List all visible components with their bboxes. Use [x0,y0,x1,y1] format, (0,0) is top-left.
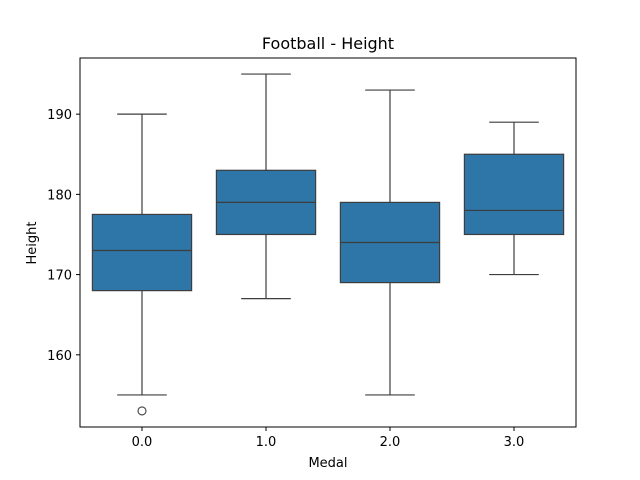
box-iqr [463,153,565,236]
box-2.0 [339,89,441,396]
chart-title: Football - Height [262,34,394,53]
x-tick-label: 3.0 [504,435,525,450]
y-tick-label: 170 [47,269,72,284]
box-3.0 [463,121,565,276]
box-1.0 [215,73,317,300]
y-tick-label: 190 [47,108,72,123]
outlier-point [137,406,147,416]
y-axis: 160 170 180 190 [47,108,80,364]
x-axis: 0.0 1.0 2.0 3.0 [132,427,525,450]
x-tick-label: 0.0 [132,435,153,450]
y-axis-label: Height [25,222,40,265]
y-tick-label: 160 [47,349,72,364]
x-axis-label: Medal [308,456,347,471]
plot-area [79,57,577,428]
box-0.0 [91,113,193,416]
y-tick-label: 180 [47,188,72,203]
x-tick-label: 2.0 [380,435,401,450]
box-iqr [91,213,193,292]
boxes-group [91,73,565,416]
x-tick-label: 1.0 [256,435,277,450]
